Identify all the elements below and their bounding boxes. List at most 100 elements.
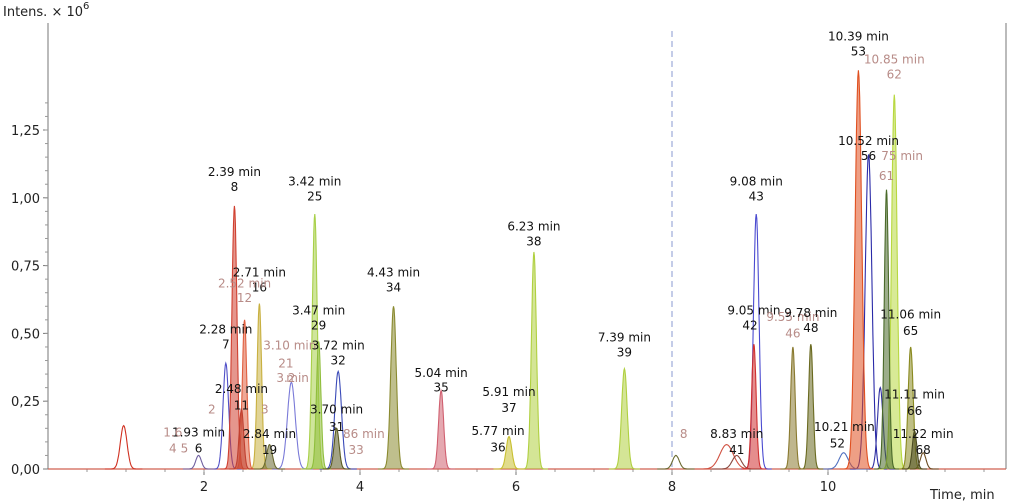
peak-annotation: 34	[386, 280, 401, 294]
peak-annotation: 3.2	[276, 371, 295, 385]
peak-annotation: 11.22 min	[893, 427, 954, 441]
peak-annotation: 16	[252, 280, 267, 294]
y-tick-label: 1,00	[11, 192, 40, 207]
peak-annotation: 3.10 min	[263, 339, 316, 353]
peak-annotation: 53	[851, 44, 866, 58]
peak-annotation: min	[286, 371, 309, 385]
peak-11[interactable]	[229, 407, 254, 470]
peak-annotation: 6.23 min	[507, 219, 560, 233]
peak-6[interactable]	[182, 454, 215, 470]
peak-annotation: 2	[208, 402, 216, 416]
peak-annotation: 41	[729, 443, 744, 457]
peak-annotation: 11.06 min	[880, 307, 941, 321]
peak-annotation: 37	[501, 401, 516, 415]
peak-annotation: 3.47 min	[292, 303, 345, 317]
peak-annotation: 9.55 min	[766, 310, 819, 324]
peak-annotation: 48	[803, 321, 818, 335]
peak-annotation: 3.72 min	[312, 339, 365, 353]
peak-annotation: 5.91 min	[482, 385, 535, 399]
peak-annotation: 7	[222, 337, 230, 351]
peak-annotation: 5	[181, 442, 189, 456]
peak-annotation: 31	[329, 420, 344, 434]
peak-annotation: 19	[262, 443, 277, 457]
x-tick-label: 2	[200, 480, 208, 495]
peak-annotation: 9.05 min	[727, 303, 780, 317]
peak-annotation: 21	[278, 356, 293, 370]
peak-annotation: 52	[830, 436, 845, 450]
peak-annotation: 29	[311, 318, 326, 332]
peak-annotation: 2.39 min	[208, 165, 261, 179]
peak-annotation: 10.52 min	[838, 134, 899, 148]
y-tick-label: 0,50	[11, 327, 40, 342]
peak-annotation: 5.77 min	[471, 424, 524, 438]
peak-66[interactable]	[902, 429, 928, 470]
peak-annotation: 2.48 min	[215, 382, 268, 396]
peak-annotation: 9.08 min	[730, 175, 783, 189]
peak-annotation: 61	[879, 169, 894, 183]
y-axis-label: Intens. × 106	[3, 1, 89, 20]
peak-annotation: 65	[903, 324, 918, 338]
y-tick-label: 0,25	[11, 395, 40, 410]
peak-annotation: 68	[916, 443, 931, 457]
peak-35[interactable]	[427, 388, 456, 470]
y-axis-label-exponent: 6	[83, 1, 89, 12]
peak-annotation: 66	[907, 404, 922, 418]
peak-annotation: 39	[617, 345, 632, 359]
peak-annotation: 2.71 min	[233, 265, 286, 279]
peak-annotation: 33	[348, 443, 363, 457]
peak-annotation: 46	[785, 326, 800, 340]
peak-48[interactable]	[798, 344, 824, 470]
peak-34[interactable]	[377, 306, 410, 470]
peak-annotation: 9.78 min	[784, 306, 837, 320]
peak-annotation: 7.39 min	[598, 331, 651, 345]
peak-19[interactable]	[253, 443, 286, 470]
peak-annotation: 4	[169, 442, 177, 456]
peak-39[interactable]	[608, 366, 640, 470]
peak-annotation: 12	[237, 291, 252, 305]
peak-annotation: 86 min	[343, 427, 385, 441]
peak-annotation: 8.83 min	[710, 427, 763, 441]
y-tick-label: 1,25	[11, 124, 40, 139]
peak-annotation: 8	[231, 180, 239, 194]
peak-annotation: 25	[307, 190, 322, 204]
x-tick-label: 10	[820, 480, 837, 495]
y-tick-label: 0,75	[11, 260, 40, 275]
peak-53[interactable]	[839, 70, 878, 470]
peak-annotation: 62	[887, 67, 902, 81]
peak-annotation: 43	[749, 190, 764, 204]
peak-annotation: 38	[526, 234, 541, 248]
peak-annotation: 2.84 min	[243, 427, 296, 441]
peak-annotation: 4.43 min	[367, 265, 420, 279]
peak-annotation: 10.39 min	[828, 30, 889, 44]
x-tick-label: 4	[356, 480, 364, 495]
peak-annotation: 11.11 min	[884, 387, 945, 401]
peak-annotation: 56	[861, 149, 876, 163]
peak-annotation: 10.21 min	[814, 420, 875, 434]
peak-37[interactable]	[493, 435, 525, 470]
peak-annotation: 3.70 min	[310, 402, 363, 416]
peak-annotation: 1.6	[163, 425, 182, 439]
peak-annotation: 2.28 min	[199, 322, 252, 336]
x-tick-label: 6	[512, 480, 520, 495]
y-tick-label: 0,00	[11, 463, 40, 478]
peak-annotation: 8	[680, 427, 688, 441]
peak-46[interactable]	[780, 346, 806, 470]
peak-59[interactable]	[874, 189, 899, 470]
peak-42[interactable]	[741, 344, 767, 470]
peak-40[interactable]	[657, 454, 695, 470]
peak-31[interactable]	[322, 427, 351, 470]
peak-annotation: 6	[195, 442, 203, 456]
peak-annotation: 32	[331, 354, 346, 368]
x-tick-label: 8	[668, 480, 676, 495]
peak-annotation: 2.52 min	[218, 276, 271, 290]
peak-1[interactable]	[104, 424, 143, 470]
peak-annotation: 10.85 min	[864, 53, 925, 67]
peak-annotation: 5.04 min	[415, 366, 468, 380]
peak-annotation: 3.42 min	[288, 175, 341, 189]
peak-annotation: 75 min	[881, 149, 923, 163]
peak-annotation: 3	[261, 402, 269, 416]
peak-annotation: 35	[433, 381, 448, 395]
peak-annotation: 11	[234, 398, 249, 412]
